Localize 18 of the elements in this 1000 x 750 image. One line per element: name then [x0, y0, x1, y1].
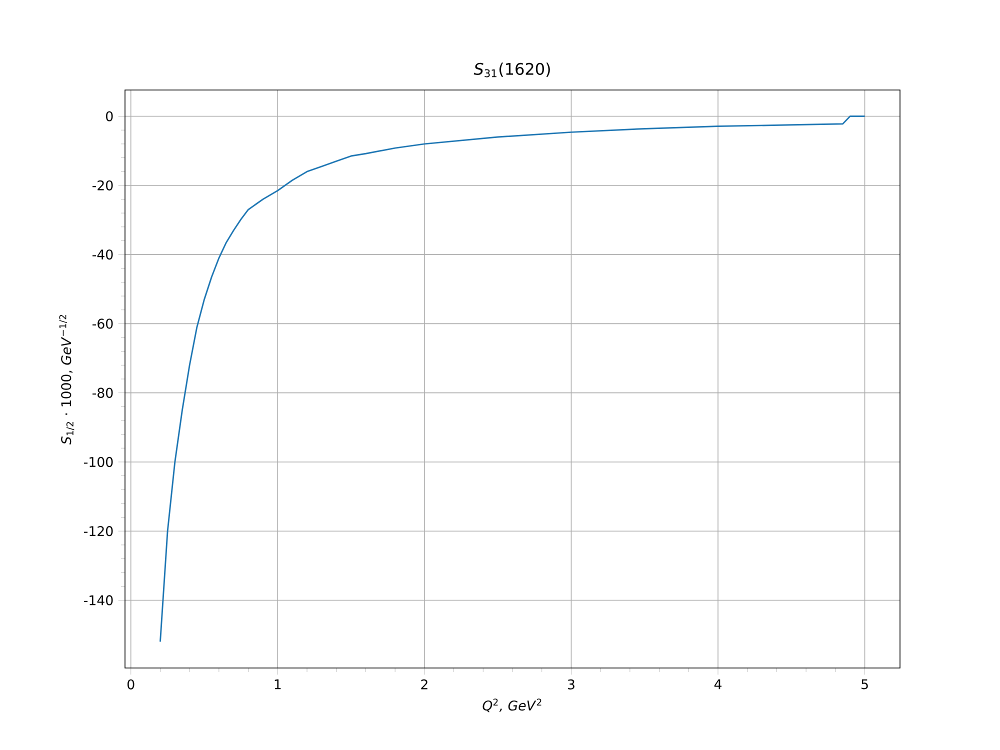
x-tick-label: 0	[128, 679, 134, 690]
x-tick-label: 5	[862, 679, 868, 690]
y-tick-label: -40	[92, 249, 113, 260]
y-axis-title: S$_{1/2}$ · 1000, GeV$^{−1/2}$	[59, 314, 74, 445]
line-series	[159, 116, 866, 642]
y-tick-label: -120	[84, 526, 113, 536]
y-tick-label: -140	[84, 595, 113, 606]
chart-title: S$_{31}$(1620)	[474, 62, 550, 78]
x-tick-label: 3	[568, 679, 574, 690]
y-tick-label: 0	[106, 111, 113, 122]
x-tick-label: 4	[714, 679, 722, 690]
y-tick-label: -80	[92, 388, 113, 398]
y-tick-label: -60	[92, 318, 113, 329]
x-axis-title: Q$^{2}$, GeV$^{2}$	[482, 698, 542, 712]
x-tick-label: 2	[421, 679, 428, 690]
x-tick-label: 1	[274, 679, 281, 690]
y-tick-label: -20	[92, 180, 113, 190]
y-tick-label: -100	[84, 456, 113, 468]
